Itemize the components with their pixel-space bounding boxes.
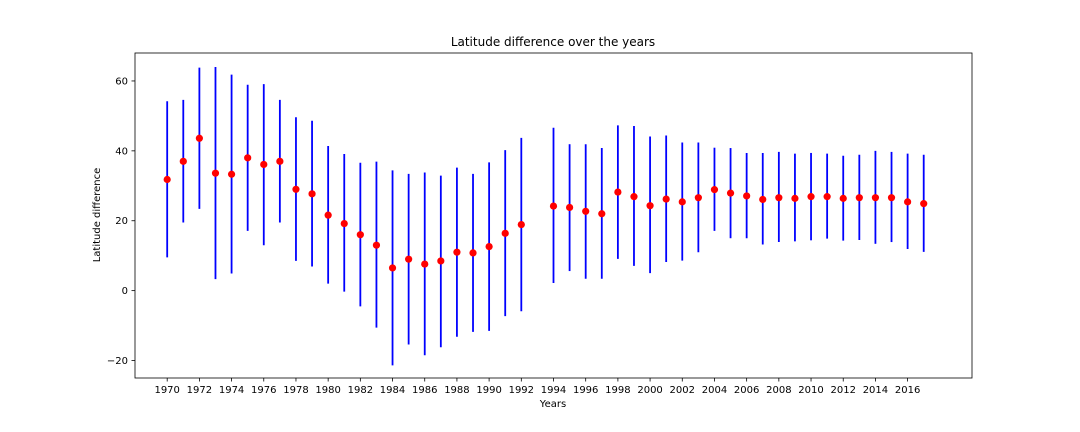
y-tick-label: 20 — [115, 216, 128, 227]
data-point — [469, 249, 477, 257]
x-tick-label: 1982 — [348, 385, 373, 396]
data-point — [726, 189, 735, 197]
data-point — [839, 194, 847, 202]
data-point — [308, 190, 316, 198]
x-tick-label: 2000 — [637, 385, 662, 396]
data-point — [227, 170, 236, 178]
x-tick-label: 1998 — [605, 385, 630, 396]
data-point — [388, 264, 397, 272]
data-point — [211, 169, 220, 177]
x-tick-label: 1986 — [412, 385, 437, 396]
data-point — [855, 194, 863, 202]
x-tick-label: 2010 — [798, 385, 823, 396]
x-tick-label: 1994 — [541, 385, 566, 396]
data-point — [501, 229, 509, 237]
data-point — [549, 202, 558, 210]
data-point — [324, 211, 332, 219]
y-tick-label: 40 — [115, 146, 128, 157]
data-point — [163, 175, 171, 184]
data-point — [340, 219, 348, 228]
data-point — [871, 194, 880, 202]
data-point — [904, 198, 912, 206]
data-point — [565, 203, 574, 212]
data-point — [356, 231, 364, 239]
data-point — [920, 200, 928, 208]
data-point — [437, 257, 445, 265]
data-point — [260, 160, 268, 169]
x-axis-label: Years — [539, 399, 566, 410]
data-point — [372, 241, 381, 249]
data-point — [582, 207, 590, 215]
data-point — [179, 157, 187, 165]
chart-title: Latitude difference over the years — [451, 35, 655, 49]
data-point — [759, 195, 767, 204]
data-point — [276, 157, 284, 165]
data-markers — [163, 134, 928, 272]
data-point — [646, 202, 654, 210]
x-tick-label: 1972 — [187, 385, 212, 396]
x-axis-ticks: 1970 1972 1974 1976 1978 1980 1982 1984 1986 1988… — [154, 378, 920, 396]
x-tick-label: 1976 — [251, 385, 276, 396]
x-tick-label: 1992 — [509, 385, 534, 396]
data-point — [517, 220, 525, 229]
data-point — [775, 194, 783, 202]
x-tick-label: 1988 — [444, 385, 469, 396]
x-tick-label: 1974 — [219, 385, 244, 396]
data-point — [694, 194, 702, 202]
data-point — [823, 193, 831, 201]
x-tick-label: 2012 — [831, 385, 856, 396]
data-point — [710, 186, 719, 194]
y-tick-label: 0 — [122, 286, 128, 297]
data-point — [614, 188, 622, 196]
x-tick-label: 2014 — [863, 385, 888, 396]
data-point — [405, 255, 413, 263]
x-tick-label: 1990 — [476, 385, 501, 396]
x-tick-label: 2008 — [766, 385, 791, 396]
data-point — [485, 243, 493, 251]
y-tick-label: −20 — [107, 356, 128, 367]
x-tick-label: 2006 — [734, 385, 759, 396]
data-point — [662, 195, 670, 203]
data-point — [678, 198, 686, 206]
data-point — [630, 193, 638, 201]
data-point — [887, 194, 896, 202]
x-tick-label: 2004 — [702, 385, 727, 396]
y-tick-label: 60 — [115, 76, 128, 87]
x-tick-label: 1978 — [283, 385, 308, 396]
data-point — [743, 192, 751, 200]
x-tick-label: 2016 — [895, 385, 920, 396]
data-point — [244, 154, 252, 162]
y-axis-ticks: −20 0 20 40 60 — [107, 76, 135, 367]
x-tick-label: 1984 — [380, 385, 405, 396]
x-tick-label: 1980 — [315, 385, 340, 396]
x-tick-label: 2002 — [670, 385, 695, 396]
data-point — [421, 260, 429, 268]
data-point — [807, 193, 815, 201]
data-point — [598, 210, 606, 218]
x-tick-label: 1996 — [573, 385, 598, 396]
x-tick-label: 1970 — [154, 385, 179, 396]
data-point — [195, 134, 203, 142]
data-point — [453, 248, 461, 256]
data-point — [292, 185, 300, 193]
data-point — [791, 194, 799, 202]
y-axis-label: Latitude difference — [92, 168, 103, 263]
